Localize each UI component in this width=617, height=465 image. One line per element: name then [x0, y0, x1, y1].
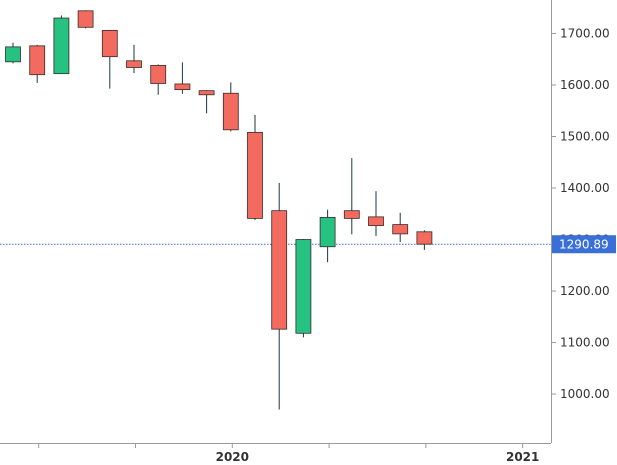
- candle-body-down: [150, 65, 167, 84]
- candle-body-down: [101, 29, 118, 58]
- candle-body-up: [319, 216, 336, 248]
- candle-body-up: [295, 239, 312, 334]
- last-price-tag: 1290.89: [552, 235, 616, 254]
- y-tick-label: 1200.00: [560, 284, 610, 298]
- candle-body-down: [198, 90, 215, 96]
- candle[interactable]: [198, 90, 215, 114]
- x-tick-label: 2021: [506, 450, 539, 464]
- candle[interactable]: [416, 230, 433, 250]
- candle-body-down: [271, 210, 288, 330]
- x-tick-label: 2020: [216, 450, 249, 464]
- candle[interactable]: [126, 44, 142, 74]
- candle-body-down: [222, 92, 239, 131]
- candle[interactable]: [174, 62, 191, 94]
- y-tick-label: 1700.00: [560, 26, 610, 40]
- candle-body-down: [77, 10, 94, 28]
- candle[interactable]: [392, 212, 409, 243]
- candle-body-down: [416, 231, 433, 245]
- candle[interactable]: [247, 114, 263, 220]
- candle[interactable]: [150, 64, 167, 95]
- candle[interactable]: [368, 191, 384, 236]
- candles-layer: [5, 10, 433, 410]
- candle-body-down: [392, 224, 409, 235]
- last-price-tag-bg: [552, 235, 616, 254]
- candle-body-up: [5, 46, 21, 63]
- candle[interactable]: [343, 158, 360, 235]
- y-tick-label: 1100.00: [560, 336, 610, 350]
- candle[interactable]: [101, 29, 118, 89]
- candle-body-down: [343, 210, 360, 219]
- y-tick-label: 1400.00: [560, 181, 610, 195]
- y-tick-label: 1500.00: [560, 130, 610, 144]
- candle-body-down: [29, 45, 46, 76]
- candle-body-up: [53, 17, 70, 75]
- last-price-tag-label: 1290.89: [559, 238, 609, 252]
- candle-body-down: [368, 216, 384, 227]
- candle[interactable]: [319, 209, 336, 263]
- candle[interactable]: [5, 42, 21, 64]
- y-tick-label: 1600.00: [560, 78, 610, 92]
- y-tick-label: 1000.00: [560, 387, 610, 401]
- candle[interactable]: [295, 239, 312, 338]
- candle[interactable]: [222, 82, 239, 132]
- candle-body-down: [247, 131, 263, 219]
- candle-body-down: [174, 83, 191, 91]
- candle[interactable]: [271, 182, 288, 410]
- candle[interactable]: [77, 10, 94, 29]
- candle[interactable]: [29, 44, 46, 83]
- candle-body-down: [126, 60, 142, 68]
- candle[interactable]: [53, 15, 70, 75]
